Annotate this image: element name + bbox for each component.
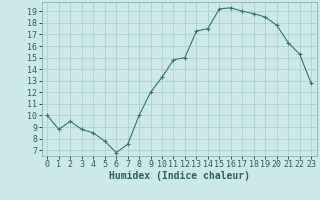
X-axis label: Humidex (Indice chaleur): Humidex (Indice chaleur): [109, 171, 250, 181]
